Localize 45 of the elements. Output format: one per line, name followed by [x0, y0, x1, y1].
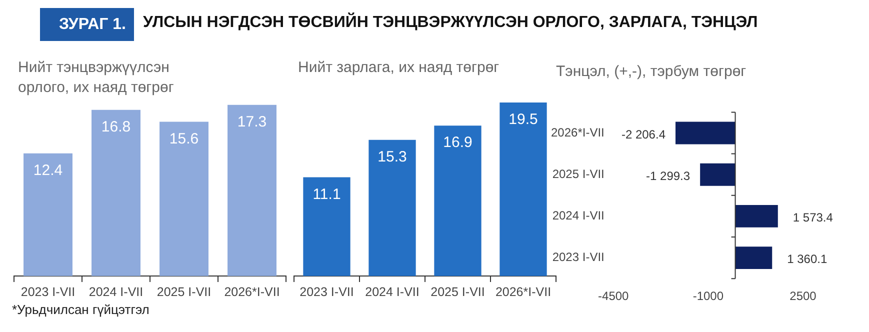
data-label: 19.5	[508, 111, 538, 128]
data-label: 17.3	[237, 114, 267, 131]
data-label: 15.6	[169, 130, 199, 148]
bar	[500, 102, 547, 276]
chart-title: Нийт тэнцвэржүүлсэн орлого, их наяд төгрөг	[18, 58, 175, 98]
data-label: -2 206.4	[621, 127, 666, 142]
text: *Урьдчилсан гүйцэтгэл	[12, 302, 150, 317]
data-label: 15.3	[378, 148, 407, 166]
bar	[24, 153, 72, 276]
y-tick-label: 2025 I-VII	[552, 166, 604, 181]
bar	[228, 104, 276, 276]
bar	[735, 204, 778, 228]
data-label: 11.1	[312, 186, 341, 203]
data-label: 1 360.1	[787, 252, 828, 266]
bar	[676, 122, 736, 144]
y-tick-label: 2024 I-VII	[552, 208, 604, 223]
bar	[368, 140, 416, 276]
y-tick-label: 2023 I-VII	[552, 250, 604, 264]
chart-title: Нийт зарлага, их наяд төгрөг	[298, 59, 500, 76]
data-label: 1 573.4	[792, 210, 834, 225]
data-label: -1 299.3	[646, 168, 690, 183]
bar	[92, 110, 140, 276]
x-tick-label: 2026*I-VII	[495, 284, 552, 299]
x-tick-label: -4500	[598, 289, 630, 304]
bar	[735, 246, 772, 270]
x-tick-label: 2026*I-VII	[224, 284, 280, 299]
x-tick-label: 2025 I-VII	[430, 284, 485, 299]
x-tick-label: 2023 I-VII	[300, 284, 354, 299]
text: УЛСЫН НЭГДСЭН ТӨСВИЙН ТЭНЦВЭРЖҮҮЛСЭН ОРЛОГО, ЗАРЛАГА, ТЭНЦЭЛ	[143, 14, 758, 32]
bar	[303, 177, 350, 276]
x-tick-label: 2023 I-VII	[20, 284, 76, 299]
y-tick-label: 2026*I-VII	[550, 125, 604, 140]
x-tick-label: 2024 I-VII	[365, 284, 420, 299]
x-tick-label: -1000	[692, 289, 724, 304]
bar	[434, 126, 482, 276]
text: ЗУРАГ 1.	[40, 8, 134, 41]
bar	[700, 163, 736, 186]
data-label: 16.9	[443, 134, 472, 152]
data-label: 12.4	[33, 162, 63, 180]
chart-title: Тэнцэл, (+,-), тэрбум төгрөг	[556, 62, 748, 82]
x-tick-label: 2025 I-VII	[156, 284, 212, 299]
data-label: 16.8	[101, 118, 131, 136]
x-tick-label: 2024 I-VII	[88, 284, 144, 299]
bar	[160, 122, 208, 276]
x-tick-label: 2500	[790, 289, 817, 304]
